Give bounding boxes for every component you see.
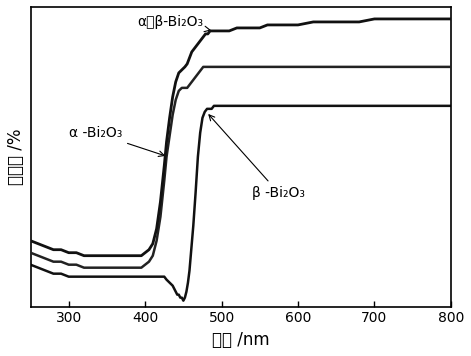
Y-axis label: 反射率 /%: 反射率 /%	[7, 129, 25, 185]
Text: α -Bi₂O₃: α -Bi₂O₃	[69, 126, 164, 156]
Text: α，β-Bi₂O₃: α，β-Bi₂O₃	[138, 15, 210, 32]
X-axis label: 波长 /nm: 波长 /nm	[212, 331, 269, 349]
Text: β -Bi₂O₃: β -Bi₂O₃	[209, 115, 305, 200]
